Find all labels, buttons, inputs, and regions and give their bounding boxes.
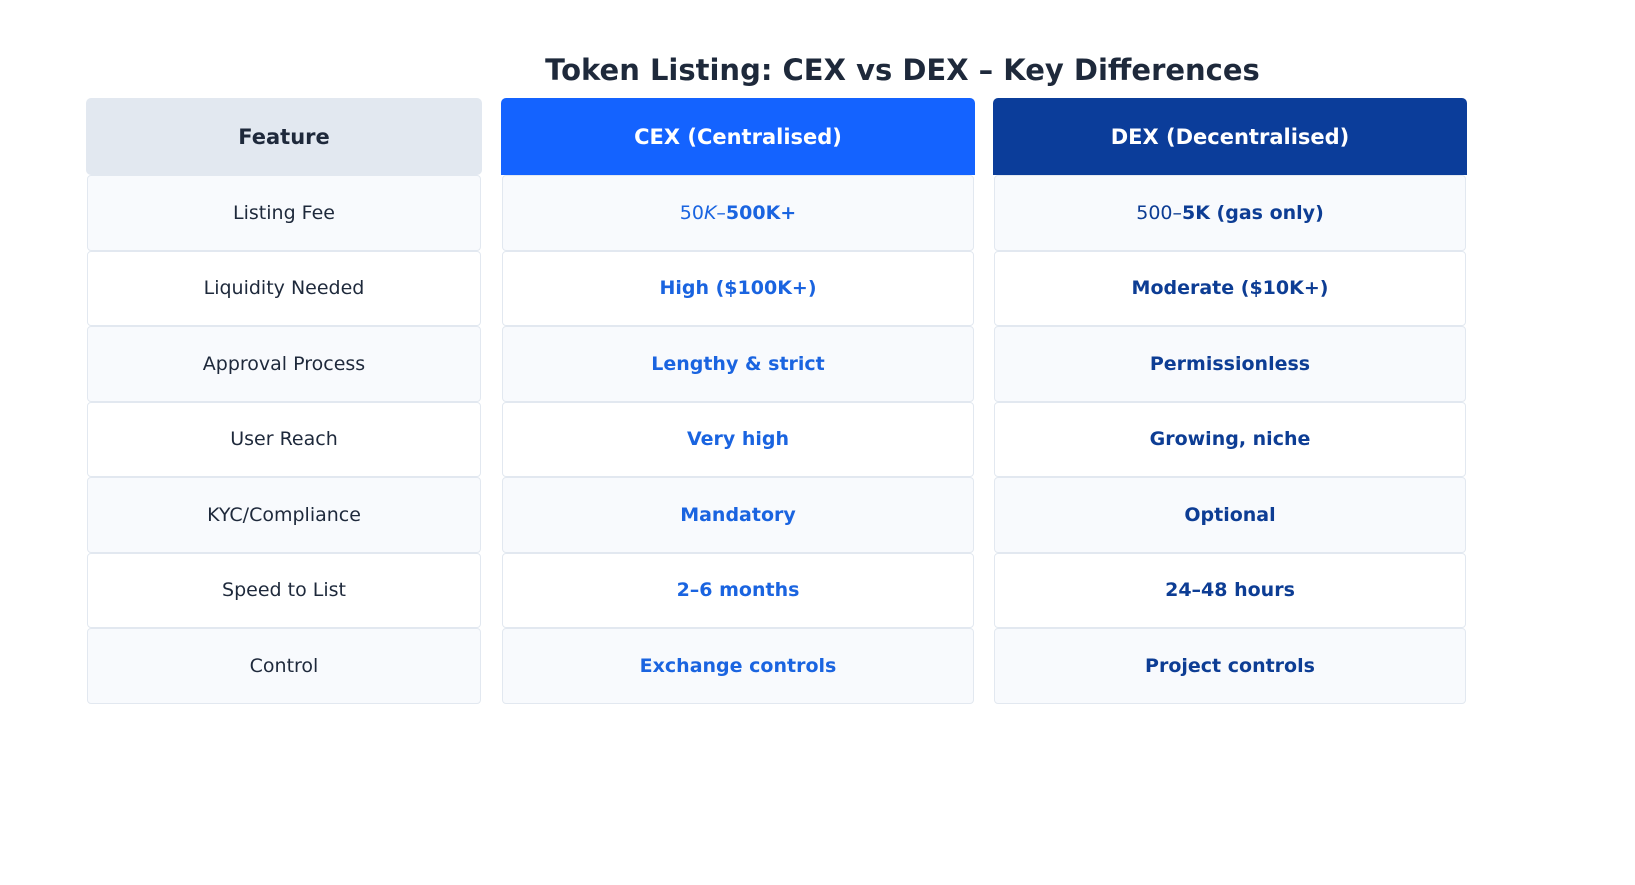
feature-cell: Control: [87, 628, 481, 704]
feature-cell: KYC/Compliance: [87, 477, 481, 553]
dex-header: DEX (Decentralised): [993, 98, 1467, 175]
dex-fee-low: 500–: [1136, 201, 1182, 224]
cex-cell: Lengthy & strict: [502, 326, 974, 402]
feature-column: Feature Listing Fee Liquidity Needed App…: [86, 98, 482, 704]
cex-cell: 2–6 months: [502, 552, 974, 628]
dex-cell: Permissionless: [994, 326, 1466, 402]
feature-cell: Speed to List: [87, 552, 481, 628]
cex-column: CEX (Centralised) 50 K –500K+ High ($100K+…: [501, 98, 975, 704]
dex-cell: Optional: [994, 477, 1466, 553]
cex-cell-listing-fee: 50 K –500K+: [502, 175, 974, 251]
feature-cell: Approval Process: [87, 326, 481, 402]
cex-fee-high: 500K+: [725, 201, 797, 224]
dex-column: DEX (Decentralised) 500– 5K (gas only) Mo…: [993, 98, 1467, 704]
feature-cell: Listing Fee: [87, 175, 481, 251]
feature-cell: User Reach: [87, 401, 481, 477]
chart-title: Token Listing: CEX vs DEX – Key Differen…: [545, 53, 1260, 87]
cex-cell: Mandatory: [502, 477, 974, 553]
cex-cell: High ($100K+): [502, 250, 974, 326]
cex-fee-unit: K: [703, 201, 717, 224]
feature-header: Feature: [86, 98, 482, 175]
feature-cell: Liquidity Needed: [87, 250, 481, 326]
cex-fee-low: 50: [679, 201, 704, 224]
dex-cell-listing-fee: 500– 5K (gas only): [994, 175, 1466, 251]
dex-fee-high: 5K (gas only): [1182, 201, 1324, 224]
cex-cell: Exchange controls: [502, 628, 974, 704]
dex-cell: 24–48 hours: [994, 552, 1466, 628]
dex-cell: Moderate ($10K+): [994, 250, 1466, 326]
dex-cell: Project controls: [994, 628, 1466, 704]
cex-header: CEX (Centralised): [501, 98, 975, 175]
cex-cell: Very high: [502, 401, 974, 477]
dex-cell: Growing, niche: [994, 401, 1466, 477]
cex-fee-dash: –: [716, 201, 726, 224]
